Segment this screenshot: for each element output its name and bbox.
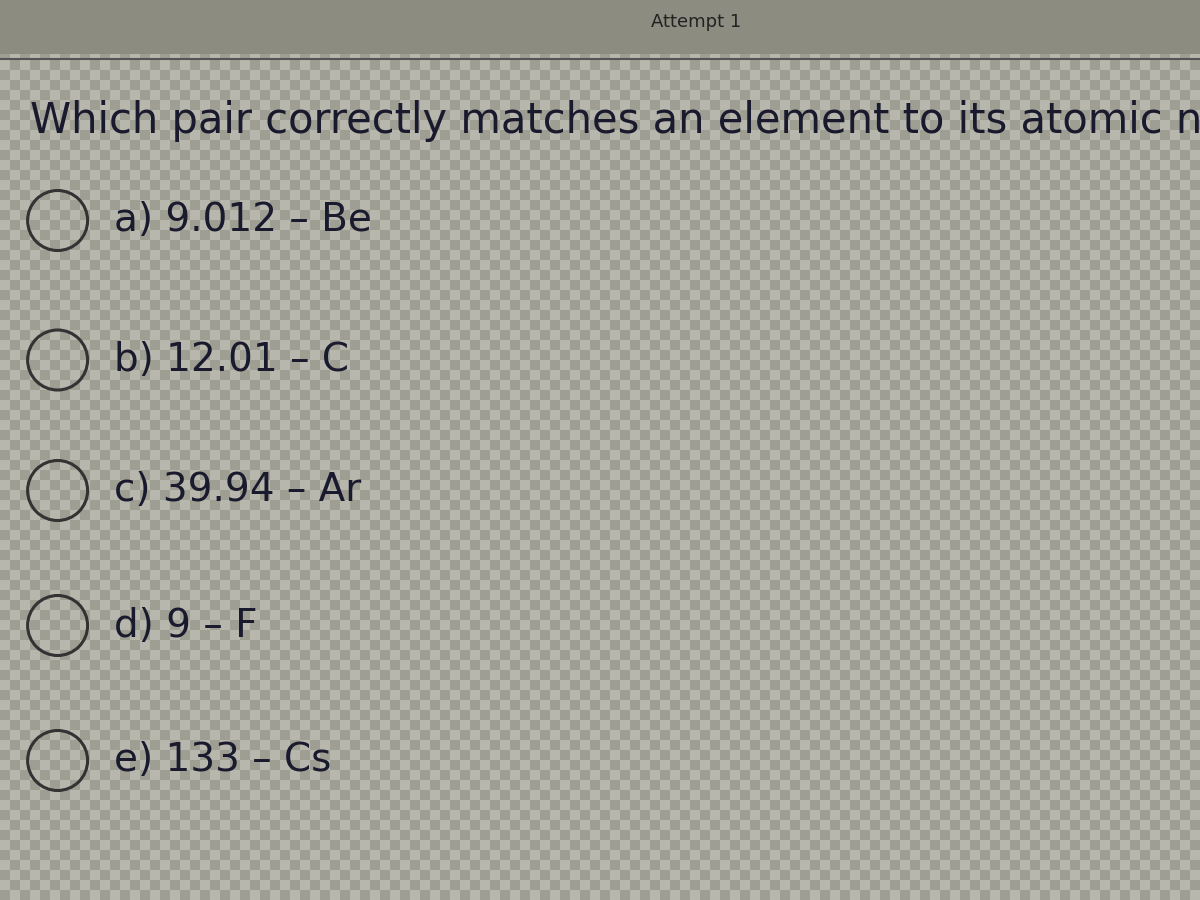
Text: c) 39.94 – Ar: c) 39.94 – Ar [114,472,361,509]
Text: b) 12.01 – C: b) 12.01 – C [114,341,349,379]
Text: Which pair correctly matches an element to its atomic number?: Which pair correctly matches an element … [30,101,1200,142]
Text: e) 133 – Cs: e) 133 – Cs [114,742,331,779]
FancyBboxPatch shape [0,0,1200,54]
Text: Attempt 1: Attempt 1 [650,13,742,31]
Text: d) 9 – F: d) 9 – F [114,607,258,644]
Text: a) 9.012 – Be: a) 9.012 – Be [114,202,372,239]
